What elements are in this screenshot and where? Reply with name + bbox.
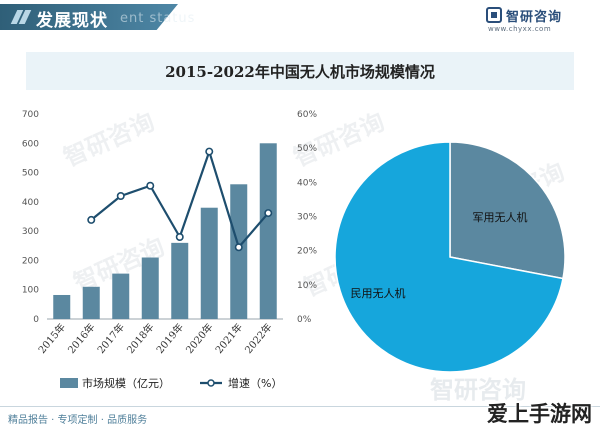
x-tick-label: 2021年 [212, 321, 245, 357]
y-right-tick-label: 0% [297, 315, 312, 325]
x-tick-label: 2022年 [242, 321, 275, 357]
section-subtitle: ent status [120, 11, 196, 26]
legend-marker-line [207, 379, 215, 387]
x-tick-label: 2016年 [65, 321, 98, 357]
bar-market-size [112, 273, 130, 319]
y-left-tick-label: 400 [22, 198, 39, 208]
footer-text: 精品报告 · 专项定制 · 品质服务 [8, 415, 148, 426]
logo-name: 智研咨询 [506, 10, 563, 25]
header-banner [0, 4, 178, 30]
legend-label-bar: 市场规模（亿元） [82, 376, 170, 390]
y-right-tick-label: 20% [297, 247, 317, 257]
chart-title: 2015-2022年中国无人机市场规模情况 [165, 63, 435, 81]
logo-url: www.chyxx.com [488, 25, 552, 33]
x-tick-label: 2017年 [94, 321, 127, 357]
section-title: 发展现状 [36, 11, 108, 31]
x-tick-label: 2020年 [183, 321, 216, 357]
x-tick-label: 2019年 [153, 321, 186, 357]
y-right-tick-label: 60% [297, 110, 317, 120]
y-left-tick-label: 700 [22, 110, 39, 120]
x-tick-label: 2015年 [35, 321, 68, 357]
footer-divider [0, 406, 600, 407]
pie-slice [449, 141, 566, 280]
chart-canvas: 0 100 200 300 400 500 600 700 0% 10% 20% 30% 40% 50% 6… [22, 110, 566, 390]
bar-market-size [171, 242, 189, 319]
bar-market-size [200, 207, 218, 319]
bar-market-size [82, 286, 100, 319]
pie-slice-label: 民用无人机 [351, 286, 406, 300]
bar-market-size [230, 184, 248, 319]
y-right-tick-label: 30% [297, 213, 317, 223]
y-left-tick-label: 200 [22, 256, 39, 266]
legend-swatch-bar [60, 378, 78, 388]
line-point-growth-rate [234, 243, 243, 252]
header-stripes-icon [10, 10, 32, 24]
y-right-tick-label: 40% [297, 178, 317, 188]
y-right-tick-label: 50% [297, 144, 317, 154]
bar-market-size [259, 143, 277, 319]
logo-icon [486, 7, 502, 23]
line-point-growth-rate [205, 147, 214, 156]
y-left-tick-label: 100 [22, 286, 39, 296]
y-left-tick-label: 600 [22, 139, 39, 149]
y-left-tick-label: 500 [22, 169, 39, 179]
line-point-growth-rate [146, 181, 155, 190]
line-point-growth-rate [116, 192, 125, 201]
chart-title-band: 2015-2022年中国无人机市场规模情况 [26, 52, 574, 90]
legend-label-line: 增速（%） [228, 376, 282, 390]
line-point-growth-rate [87, 215, 96, 224]
brand-logo: 智研咨询 www.chyxx.com [486, 6, 586, 36]
y-left-tick-label: 0 [33, 315, 39, 325]
line-point-growth-rate [175, 233, 184, 242]
y-left-tick-label: 300 [22, 227, 39, 237]
page-header: 发展现状 ent status 智研咨询 www.chyxx.com [0, 0, 600, 40]
pie-slice [334, 141, 564, 373]
bar-market-size [141, 257, 159, 319]
pie-slice-label: 军用无人机 [473, 210, 528, 224]
line-point-growth-rate [264, 209, 273, 218]
corner-watermark: 爱上手游网 [487, 402, 592, 426]
y-right-tick-label: 10% [297, 281, 317, 291]
x-tick-label: 2018年 [124, 321, 157, 357]
bar-market-size [53, 294, 71, 319]
